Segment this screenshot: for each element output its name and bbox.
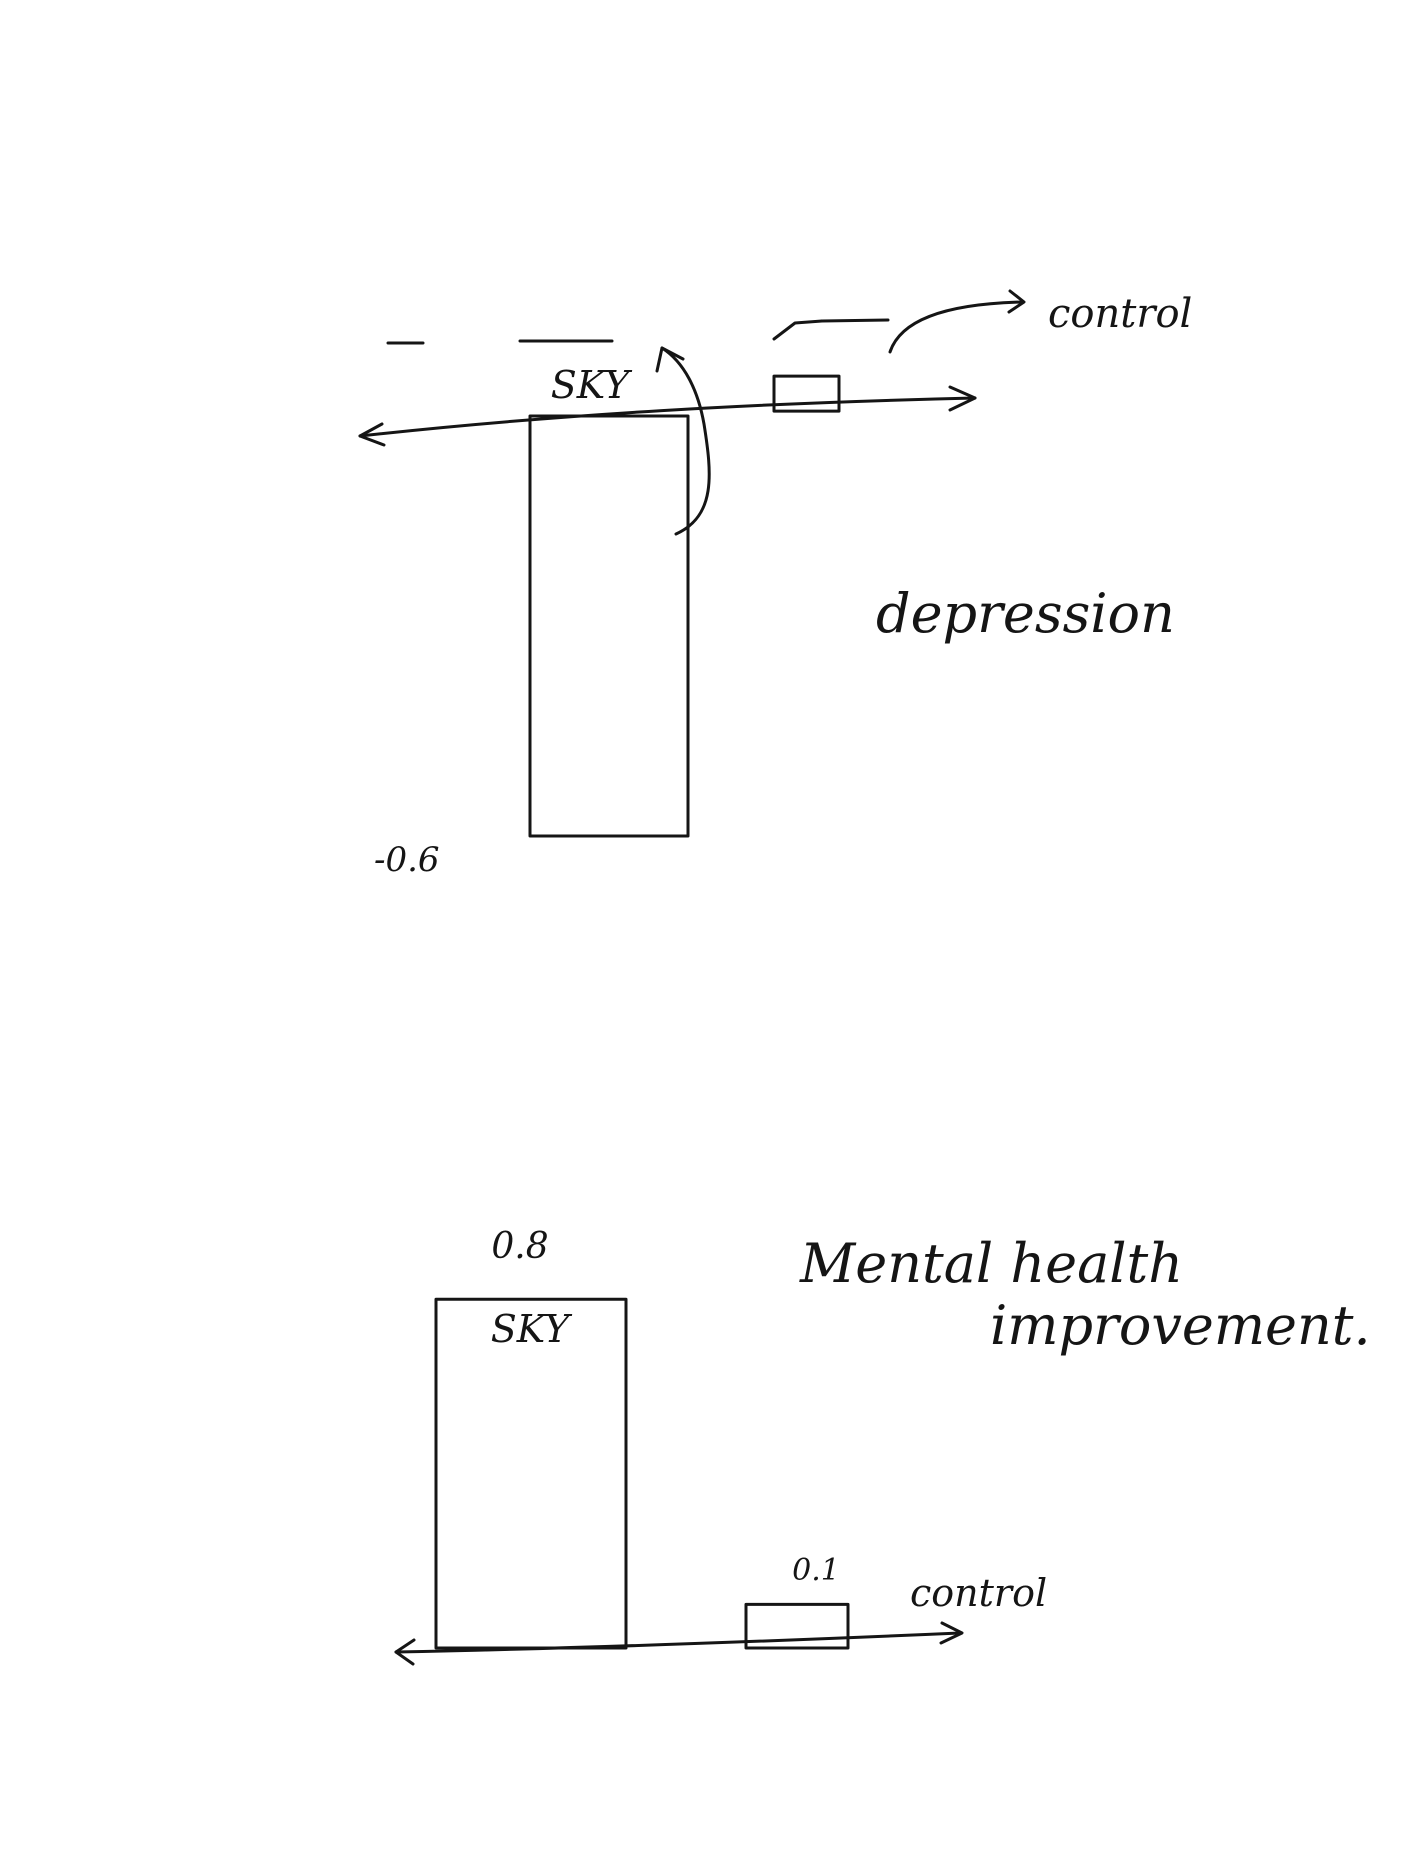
bottom-title-line-1: Mental health: [799, 1232, 1183, 1295]
top-category-label-sky: SKY: [551, 363, 633, 407]
bottom-chart-title: Mental health improvement.: [799, 1232, 1371, 1357]
bottom-axis-line: [394, 1631, 962, 1654]
bar-control-depression: [772, 374, 841, 413]
top-chart-title: depression: [876, 582, 1175, 645]
sky-change-arrow: [660, 346, 711, 536]
sky-depression-value-label: -0.6: [374, 840, 440, 880]
sky-mental-health-value-label: 0.8: [491, 1226, 548, 1267]
control-annotation-arrowhead: [1007, 289, 1026, 314]
bottom-category-label-control: control: [910, 1571, 1047, 1615]
top-axis-right-arrow: [948, 385, 977, 412]
depression-chart: SKY control -0.6 depression: [358, 289, 1192, 880]
control-annotation-arrow: [888, 300, 1024, 354]
control-annotation-label: control: [1048, 291, 1192, 337]
bottom-axis-left-arrow: [394, 1638, 416, 1666]
bar-sky-depression: [528, 414, 690, 838]
control-mental-health-value-label: 0.1: [792, 1553, 840, 1588]
bottom-title-line-2: improvement.: [990, 1294, 1371, 1357]
bottom-axis-right-arrow: [939, 1621, 964, 1645]
bar-control-mental-health: [744, 1602, 850, 1650]
bottom-category-label-sky: SKY: [491, 1307, 573, 1351]
top-axis-line: [358, 396, 977, 438]
mental-health-chart: SKY control 0.8 0.1 Mental health improv…: [394, 1226, 1371, 1666]
top-axis-left-arrow: [358, 422, 386, 447]
control-bar-tick: [772, 319, 824, 341]
bar-sky-mental-health: [434, 1297, 628, 1650]
sky-change-arrowhead: [655, 346, 685, 373]
control-bar-extension: [820, 318, 890, 323]
